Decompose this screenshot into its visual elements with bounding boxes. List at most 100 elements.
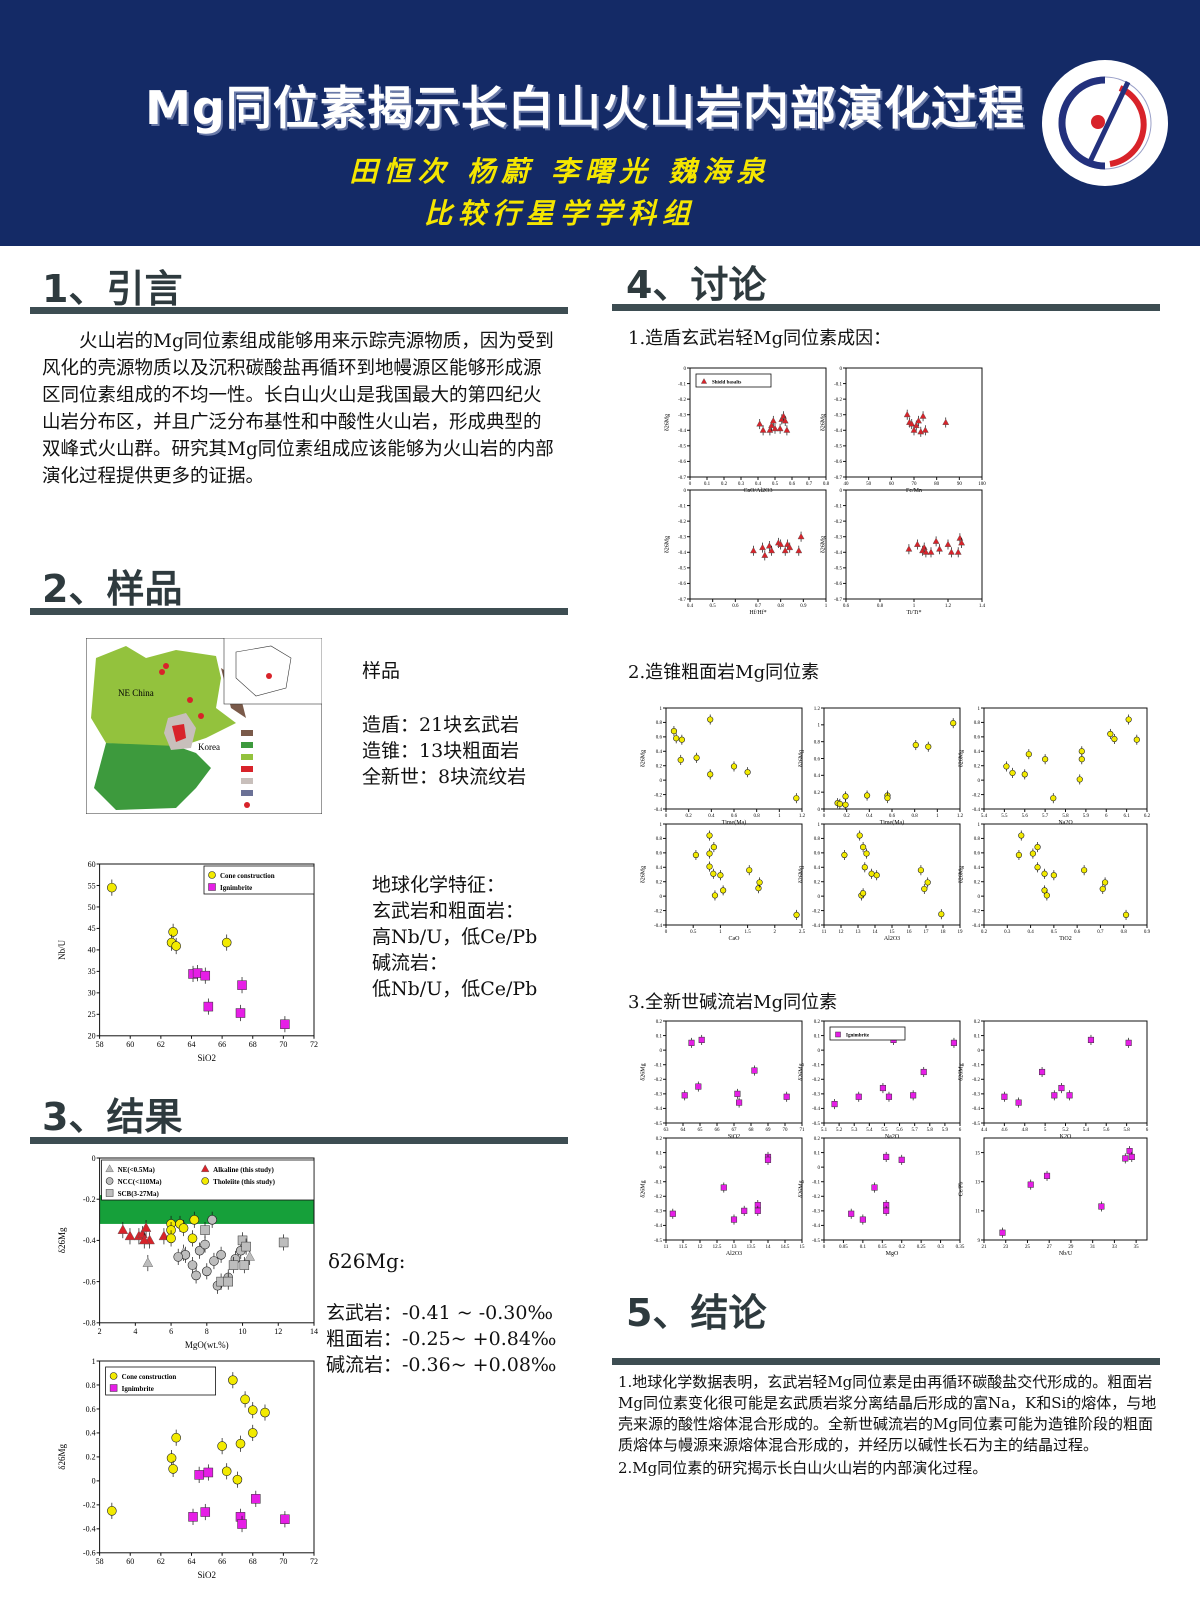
series-ig5	[848, 1151, 905, 1225]
x-tick-label: 12	[698, 1245, 704, 1250]
legend-label: Tholeiite (this study)	[213, 1178, 276, 1186]
y-tick-label: -0.3	[812, 1093, 820, 1098]
data-point	[1015, 1099, 1022, 1106]
y-tick-label: -0.2	[972, 1078, 980, 1083]
data-point	[235, 1438, 246, 1449]
data-point	[278, 1237, 289, 1248]
geochem-line: 高Nb/U，低Ce/Pb	[372, 926, 538, 948]
x-tick-label: 15	[800, 1245, 806, 1250]
data-point	[200, 970, 211, 981]
legend-marker	[700, 378, 708, 384]
chart-nbu: 58 60 62 64 66 68 70 72 20 25 30 35 40 45 50 55 60 SiO2 Nb…	[58, 860, 318, 1063]
divider	[30, 1137, 568, 1144]
authors: 田恒次 杨蔚 李曙光 魏海泉	[349, 155, 771, 188]
y-tick-label: -0.5	[812, 1122, 820, 1127]
data-point	[777, 540, 785, 547]
data-point	[765, 542, 773, 549]
data-point	[681, 1092, 688, 1099]
divider	[612, 304, 1160, 311]
data-point	[1098, 1203, 1105, 1210]
x-tick-label: 1	[825, 604, 828, 609]
series-co5	[841, 830, 945, 920]
data-point	[859, 843, 867, 851]
series-co4	[692, 830, 800, 920]
series-sh4	[905, 533, 966, 558]
data-point	[1050, 872, 1057, 879]
y-tick-label: -0.4	[972, 1107, 980, 1112]
x-tick-label: 5.5	[1001, 814, 1008, 819]
data-point	[1111, 735, 1118, 743]
data-point	[863, 850, 870, 857]
y-tick-label: 20	[88, 1032, 96, 1041]
x-tick-label: 5.7	[1042, 814, 1049, 819]
legend-label: Ignimbrite	[846, 1033, 870, 1038]
y-tick-label: -0.1	[654, 1180, 662, 1185]
y-tick-label: 45	[88, 924, 96, 933]
y-tick-label: -0.2	[972, 793, 980, 798]
data-point	[938, 911, 945, 918]
data-point	[1009, 769, 1016, 777]
data-point	[1122, 1155, 1129, 1162]
y-tick-label: 1	[660, 823, 663, 828]
x-tick-label: 0.5	[772, 482, 779, 487]
x-tick-label: 0.8	[1121, 930, 1128, 935]
x-tick-label: 64	[681, 1128, 687, 1133]
section-heading-samples: 2、样品	[42, 567, 183, 611]
x-tick-label: 0.6	[731, 814, 738, 819]
plot-frame	[689, 489, 827, 600]
y-tick-label: -0.2	[83, 1501, 96, 1510]
series-co1	[670, 714, 800, 804]
y-axis-label: δ26Mg	[959, 1063, 965, 1080]
y-tick-label: -0.2	[812, 909, 820, 914]
conclusion-block: 1.地球化学数据表明，玄武岩轻Mg同位素是由再循环碳酸盐交代形成的。粗面岩Mg同…	[618, 1372, 1158, 1481]
data-point	[239, 1260, 250, 1270]
x-tick-label: 0.3	[1004, 930, 1011, 935]
x-tick-label: 70	[783, 1128, 789, 1133]
data-point	[188, 1512, 198, 1522]
data-point	[1125, 716, 1132, 723]
series-Ignimbrite	[831, 1034, 958, 1110]
x-tick-label: 68	[749, 1128, 755, 1133]
y-axis-label: δ26Mg	[959, 750, 965, 767]
legend-label: Ignimbrite	[220, 884, 252, 892]
data-point	[759, 426, 767, 433]
data-point	[927, 548, 935, 555]
y-tick-label: -0.7	[678, 476, 686, 481]
y-tick-label: 0.2	[814, 1137, 821, 1142]
data-point	[1021, 771, 1028, 778]
x-tick-label: 15	[890, 930, 896, 935]
y-tick-label: 0	[818, 1049, 821, 1054]
data-point	[1034, 843, 1041, 851]
y-tick-label: 1.2	[814, 707, 821, 712]
plot-frame	[823, 1137, 961, 1241]
y-tick-label: -0.6	[83, 1549, 96, 1558]
data-point	[1099, 885, 1106, 893]
x-tick-label: 31	[1090, 1245, 1096, 1250]
plot-frame	[983, 823, 1148, 926]
y-tick-label: -0.2	[812, 1195, 820, 1200]
y-tick-label: 0	[92, 1154, 96, 1163]
conclusion-2: 2.Mg同位素的研究揭示长白山火山岩的内部演化过程。	[618, 1459, 988, 1477]
y-tick-label: 0.6	[974, 736, 981, 741]
y-axis-label: Nb/U	[58, 939, 67, 960]
data-point	[751, 1067, 758, 1074]
x-axis-label: Time(Ma)	[880, 819, 904, 826]
x-tick-label: 40	[844, 482, 850, 487]
series-ig6	[999, 1146, 1135, 1238]
x-tick-label: 0.4	[687, 604, 694, 609]
legend-marker	[105, 1177, 114, 1185]
y-tick-label: -0.6	[83, 1277, 96, 1286]
x-tick-label: 1.4	[979, 604, 986, 609]
y-tick-label: -0.7	[678, 598, 686, 603]
y-tick-label: 0	[818, 895, 821, 900]
data-point	[107, 882, 117, 893]
data-point	[187, 1233, 198, 1244]
chart-co4: 0 0.5 1 1.5 2 2.5 -0.4 -0.2 0 0.2 0.4 0.6 0.8 1 CaO δ26…	[641, 823, 806, 942]
x-tick-label: 2	[98, 1327, 102, 1336]
y-axis-label: δ26Mg	[665, 414, 671, 431]
x-tick-label: 0.2	[899, 1245, 906, 1250]
x-tick-label: 0	[689, 482, 692, 487]
y-axis-label: δ26Mg	[58, 1444, 67, 1470]
data-point	[932, 537, 940, 544]
series-Ignimbrite	[188, 964, 290, 1033]
